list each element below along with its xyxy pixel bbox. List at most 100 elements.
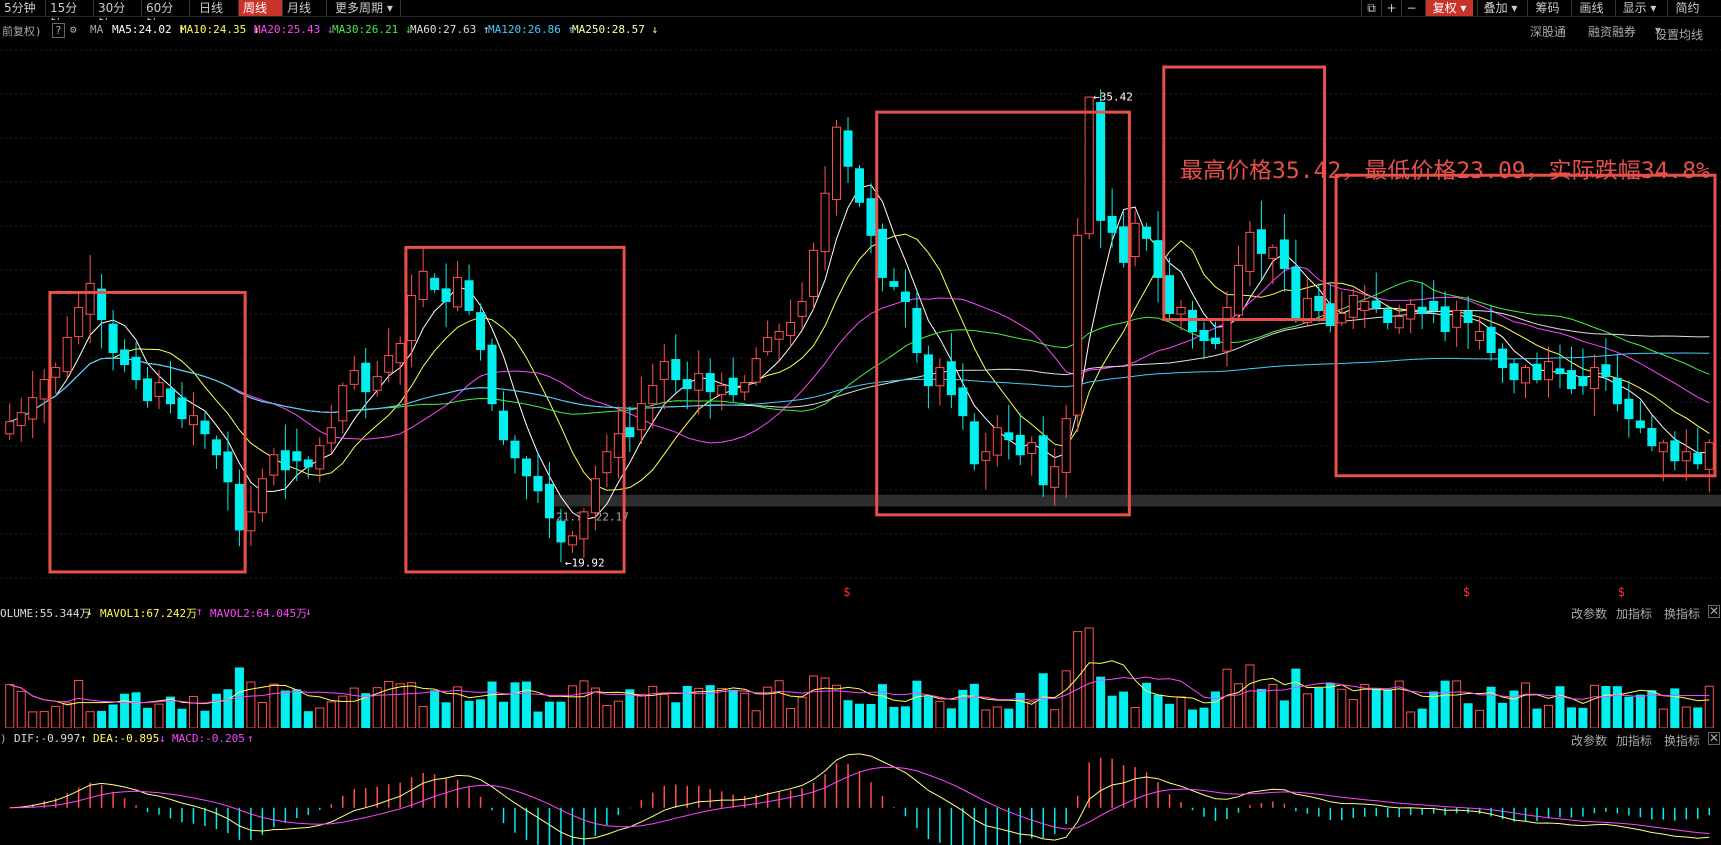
candle-body [1325, 303, 1335, 327]
candle-body [992, 427, 1002, 456]
macd-arrow-2: ↓ [159, 732, 166, 745]
candle-body [1061, 418, 1071, 473]
volume-bar [28, 711, 38, 728]
volume-bar [188, 695, 198, 728]
volume-bar [567, 685, 577, 728]
candle-body [464, 280, 474, 311]
chips-button[interactable]: 筹码 [1527, 0, 1567, 16]
simple-button[interactable]: 简约 [1667, 0, 1707, 16]
candle-body [1704, 442, 1714, 470]
candle-body [1268, 246, 1278, 259]
zoom-in-icon[interactable]: + [1381, 0, 1401, 16]
macd-close-icon[interactable]: ✕ [1708, 731, 1721, 745]
candle-body [407, 294, 417, 342]
macd-chart[interactable] [0, 747, 1721, 845]
rights-adjust-button[interactable]: 复权 ▾ [1425, 0, 1473, 16]
tab-60min[interactable]: 60分钟 [142, 0, 190, 31]
margin-trading-link[interactable]: 融资融券 [1588, 25, 1637, 39]
ma-item-4: MA60:27.63 ↑ [410, 23, 490, 36]
tab-monthly[interactable]: 月线 [283, 0, 327, 16]
candle-body [188, 415, 198, 426]
volume-edit-params-button[interactable]: 改参数 [1571, 607, 1608, 621]
overlay-button[interactable]: 叠加 ▾ [1477, 0, 1523, 16]
volume-bar [211, 693, 221, 728]
tab-30min[interactable]: 30分钟 [94, 0, 142, 31]
candle-body [602, 451, 612, 474]
volume-swap-indicator-button[interactable]: 换指标 [1664, 607, 1701, 621]
volume-bar [1635, 694, 1645, 728]
candle-body [1314, 295, 1324, 311]
candle-body [1279, 239, 1289, 269]
candle-body [900, 291, 910, 302]
volume-bar [97, 710, 107, 728]
candle-body [51, 367, 61, 378]
macd-swap-indicator-button[interactable]: 换指标 [1664, 734, 1701, 748]
candle-body [1176, 306, 1186, 315]
volume-bar [912, 680, 922, 728]
hk-connect-link[interactable]: 深股通 [1530, 25, 1567, 39]
volume-bar [1153, 694, 1163, 728]
tab-daily[interactable]: 日线 [195, 0, 239, 16]
candle-body [590, 478, 600, 514]
candle-body [774, 331, 784, 340]
volume-bar [544, 701, 554, 728]
set-ma-link[interactable]: 设置均线 ▾ [1655, 23, 1704, 42]
volume-bar [1394, 680, 1404, 728]
dif-line [9, 753, 1710, 841]
macd-add-indicator-button[interactable]: 加指标 [1616, 734, 1653, 748]
volume-bar [223, 689, 233, 728]
candle-body [62, 337, 72, 373]
candle-body [705, 373, 715, 393]
ma-item-2: MA20:25.43 ↓ [254, 23, 334, 36]
candle-body [487, 344, 497, 405]
candle-body [97, 288, 107, 320]
volume-bar [671, 702, 681, 728]
gear-icon[interactable]: ⚙ [70, 23, 77, 36]
candle-body [211, 439, 221, 456]
volume-chart[interactable] [0, 620, 1721, 728]
tab-weekly[interactable]: 周线 [239, 0, 283, 16]
display-button[interactable]: 显示 ▾ [1615, 0, 1663, 16]
volume-bar [62, 702, 72, 728]
volume-bar [1027, 701, 1037, 728]
volume-bar [407, 682, 417, 728]
volume-bar [1245, 664, 1255, 728]
lock-icon[interactable]: ⧉ [1361, 0, 1381, 16]
candle-body [797, 300, 807, 317]
candle-body [1440, 306, 1450, 333]
mavol2-line [9, 676, 1710, 704]
candle-body [820, 192, 830, 253]
ma-item-5: MA120:26.86 ↑ [488, 23, 575, 36]
volume-bar [280, 690, 290, 728]
candle-body [1578, 376, 1588, 387]
volume-add-indicator-button[interactable]: 加指标 [1616, 607, 1653, 621]
volume-bar [16, 690, 26, 728]
candle-body [682, 379, 692, 390]
volume-bar [1589, 684, 1599, 728]
candle-body [935, 367, 945, 387]
draw-line-button[interactable]: 画线 [1571, 0, 1611, 16]
candle-body [257, 478, 267, 514]
macd-edit-params-button[interactable]: 改参数 [1571, 734, 1608, 748]
candle-body [280, 450, 290, 471]
ma-item-6: MA250:28.57 ↓ [572, 23, 659, 36]
price-chart[interactable]: 21.78-22.17←35.42←19.92最高价格35.42，最低价格23.… [0, 40, 1721, 602]
candle-body [1624, 398, 1634, 420]
volume-close-icon[interactable]: ✕ [1708, 604, 1721, 618]
help-icon[interactable]: ? [52, 23, 65, 38]
volume-bar [165, 696, 176, 728]
candle-body [1199, 329, 1209, 342]
event-marker: $ [843, 585, 850, 599]
tab-15min[interactable]: 15分钟 [46, 0, 94, 31]
candle-body [1256, 229, 1266, 254]
volume-bar [556, 701, 566, 728]
tab-5min[interactable]: 5分钟 [0, 0, 46, 16]
volume-bar [349, 687, 359, 728]
zoom-out-icon[interactable]: − [1401, 0, 1421, 16]
tab-more-periods[interactable]: 更多周期 ▾ [331, 0, 401, 16]
volume-bar [751, 710, 761, 728]
volume-bar [935, 700, 945, 728]
drawdown-annotation: 最高价格35.42，最低价格23.09，实际跌幅34.8% [1180, 159, 1710, 184]
candle-body [1073, 234, 1083, 416]
ma-item-0: MA5:24.02 ↑ [112, 23, 185, 36]
